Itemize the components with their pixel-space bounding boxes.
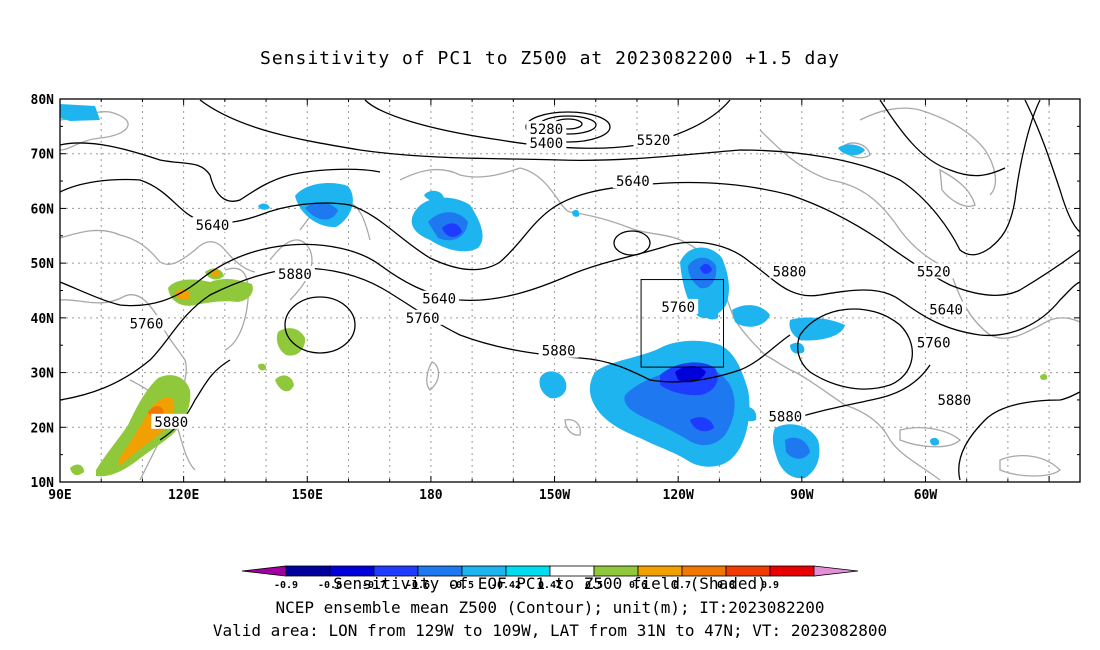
- contour-label-bg: [526, 121, 567, 137]
- footer-contour-note: NCEP ensemble mean Z500 (Contour); unit(…: [275, 598, 825, 617]
- lon-label: 150E: [292, 488, 323, 503]
- colorbar-tick-label: 0.5: [585, 580, 603, 591]
- lon-label: 90W: [790, 488, 814, 503]
- lon-label: 150W: [539, 488, 570, 503]
- footer-valid-area: Valid area: LON from 129W to 109W, LAT f…: [212, 621, 888, 640]
- contour-label: 5880: [768, 409, 802, 425]
- contour-label-bg: [769, 263, 810, 279]
- contour-label: 5640: [616, 174, 650, 190]
- contour-label-bg: [765, 408, 806, 424]
- colorbar-tick-label: -0.9: [274, 580, 298, 591]
- lon-label: 120W: [663, 488, 694, 503]
- colorbar-tick-label: 0.8: [717, 580, 735, 591]
- contour-label: 5760: [917, 335, 951, 351]
- contour-label: 5640: [422, 292, 456, 308]
- contour-label: 5760: [130, 316, 164, 332]
- contour-label-bg: [538, 342, 579, 358]
- contour-label-bg: [126, 315, 167, 331]
- contour-label-bg: [934, 391, 975, 407]
- lon-label: 180: [419, 488, 443, 503]
- contour-label: 5640: [196, 218, 230, 234]
- lat-label: 50N: [31, 257, 55, 272]
- contour-label: 5880: [154, 415, 188, 431]
- colorbar-tick-label: 0.7: [673, 580, 691, 591]
- lat-label: 60N: [31, 202, 55, 217]
- colorbar-tick-label: -0.8: [318, 580, 342, 591]
- contour-label-bg: [402, 309, 443, 325]
- negative-region-subtropical: [539, 371, 567, 399]
- colorbar: -0.9 -0.8 -0.7 -0.6 -0.5 -0.42 0.42 0.5 0.6 0.7 0.…: [241, 565, 859, 591]
- contour-label: 5400: [529, 136, 563, 152]
- lat-axis-labels: 80N 70N 60N 50N 40N 30N 20N 10N: [31, 93, 55, 491]
- contour-label: 5880: [542, 344, 576, 360]
- contour-label: 5760: [661, 300, 695, 316]
- lat-label: 10N: [31, 476, 55, 491]
- contour-label: 5280: [529, 122, 563, 138]
- contour-label-bg: [913, 334, 954, 350]
- colorbar-tick-label: -0.7: [362, 580, 386, 591]
- contour-label-bg: [926, 301, 967, 317]
- colorbar-tick-label: -0.42: [491, 580, 521, 591]
- contour-label-bg: [633, 132, 674, 148]
- colorbar-tick-label: 0.6: [629, 580, 647, 591]
- colorbar-tick-label: -0.5: [450, 580, 474, 591]
- contour-label: 5520: [917, 264, 951, 280]
- contour-label: 5880: [937, 393, 971, 409]
- contour-label: 5880: [278, 267, 312, 283]
- valid-area-box: [640, 279, 725, 368]
- contour-label: 5760: [406, 311, 440, 327]
- contour-label-bg: [192, 216, 233, 232]
- lon-axis-labels: 90E 120E 150E 180 150W 120W 90W 60W: [48, 488, 937, 503]
- axis-ticks: [59, 98, 1080, 483]
- colorbar-tick-label: -0.6: [406, 580, 430, 591]
- contour-label-bg: [419, 290, 460, 306]
- lat-label: 20N: [31, 421, 55, 436]
- contour-label-bg: [913, 263, 954, 279]
- shaded-sensitivity: [60, 104, 1048, 479]
- footer-shaded-note: Sensitivity of EOF PC1 to Z500 field (Sh…: [333, 574, 767, 593]
- lat-label: 30N: [31, 367, 55, 382]
- contour-label-bg: [658, 298, 699, 314]
- lon-label: 60W: [914, 488, 938, 503]
- contour-label: 5880: [773, 264, 807, 280]
- contour-label-bg: [612, 173, 653, 189]
- colorbar-tick-label: 0.42: [538, 580, 562, 591]
- contour-label-bg: [151, 413, 192, 429]
- contour-label: 5520: [637, 133, 671, 149]
- lat-label: 40N: [31, 312, 55, 327]
- contour-label-bg: [526, 134, 567, 150]
- colorbar-tick-label: 0.9: [761, 580, 779, 591]
- colorbar-swatch: [813, 565, 859, 577]
- contour-label: 5640: [929, 303, 963, 319]
- lat-label: 70N: [31, 148, 55, 163]
- map-title: Sensitivity of PC1 to Z500 at 2023082200…: [259, 48, 840, 69]
- lon-label: 120E: [168, 488, 199, 503]
- lat-label: 80N: [31, 93, 55, 108]
- lon-label: 90E: [48, 488, 71, 503]
- contour-label-bg: [274, 266, 315, 282]
